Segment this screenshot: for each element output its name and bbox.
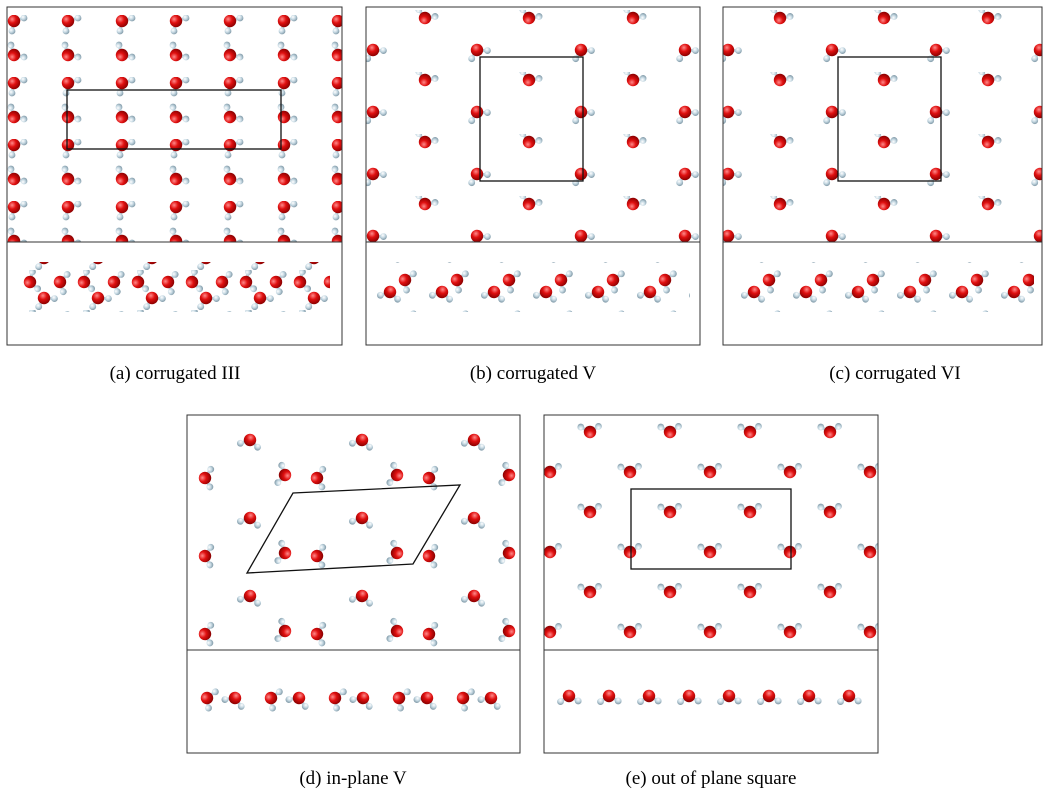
panel-b: (b) corrugated V: [366, 7, 700, 384]
panel-d: (d) in-plane V: [187, 415, 520, 789]
panel-c: (c) corrugated VI: [723, 7, 1042, 384]
top-view: [544, 415, 878, 650]
panel-a: (a) corrugated III: [7, 7, 342, 384]
caption: (b) corrugated V: [470, 363, 597, 384]
top-view: [366, 7, 700, 242]
caption: (c) corrugated VI: [829, 363, 961, 384]
side-view: [555, 675, 865, 725]
caption: (a) corrugated III: [110, 363, 241, 384]
top-view: [723, 7, 1042, 242]
side-view: [195, 675, 510, 725]
side-view: [732, 262, 1034, 312]
top-view: [7, 7, 342, 242]
side-view: [20, 262, 330, 312]
side-view: [375, 262, 690, 312]
figure: (a) corrugated III (b) corrugated V (c) …: [0, 0, 1047, 798]
top-view: [187, 415, 520, 650]
caption: (e) out of plane square: [626, 768, 797, 789]
panel-e: (e) out of plane square: [544, 415, 878, 789]
caption: (d) in-plane V: [299, 768, 407, 789]
